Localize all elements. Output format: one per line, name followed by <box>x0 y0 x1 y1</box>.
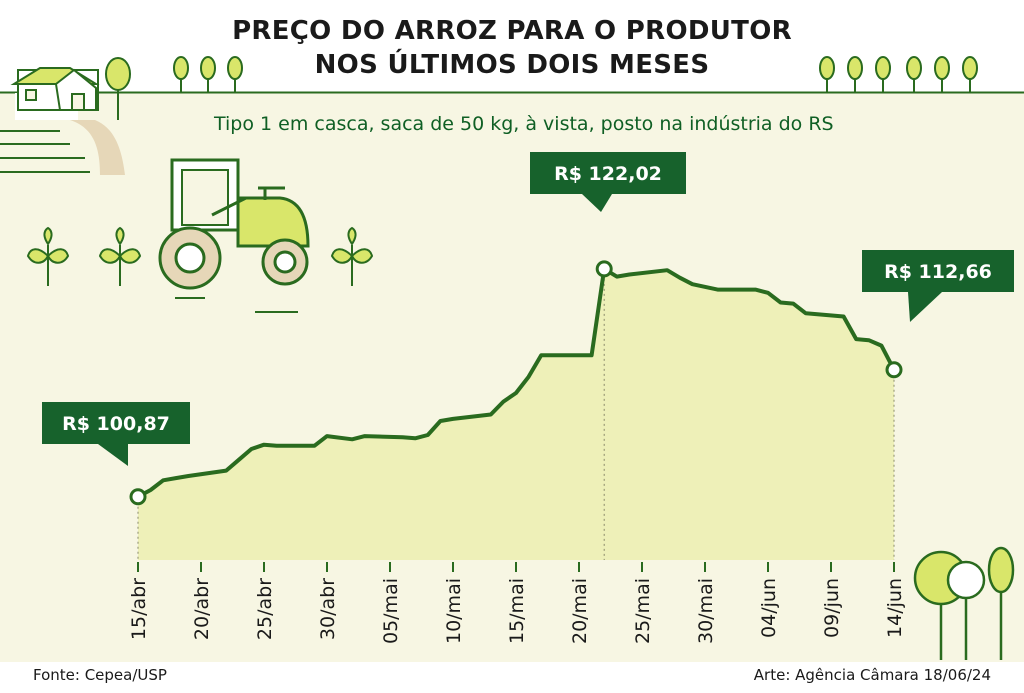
callout-label: R$ 122,02 <box>554 163 662 185</box>
farmhouse-icon <box>0 67 125 175</box>
point-marker <box>595 260 613 278</box>
callout-label: R$ 112,66 <box>884 261 992 283</box>
callout-label: R$ 100,87 <box>62 413 170 435</box>
x-tick-label: 09/jun <box>821 578 843 638</box>
x-tick-label: 25/abr <box>254 578 276 640</box>
x-tick-label: 30/mai <box>695 578 717 644</box>
value-callout: R$ 122,02 <box>530 152 686 212</box>
x-tick-label: 20/abr <box>191 578 213 640</box>
area-layer <box>138 268 894 560</box>
footer-credit: Arte: Agência Câmara 18/06/24 <box>753 666 991 684</box>
area-fill <box>138 268 894 560</box>
x-tick-label: 30/abr <box>317 578 339 640</box>
footer: Fonte: Cepea/USP Arte: Agência Câmara 18… <box>0 662 1024 693</box>
x-tick-label: 15/mai <box>506 578 528 644</box>
x-tick-label: 05/mai <box>380 578 402 644</box>
chart-title-line-2: NOS ÚLTIMOS DOIS MESES <box>314 50 710 80</box>
x-tick-label: 04/jun <box>758 578 780 638</box>
chart-title-line-1: PREÇO DO ARROZ PARA O PRODUTOR <box>232 16 792 46</box>
chart-subtitle: Tipo 1 em casca, saca de 50 kg, à vista,… <box>214 113 834 135</box>
point-marker <box>885 361 903 379</box>
drop-lines <box>137 268 895 560</box>
tree-icon <box>105 56 978 120</box>
x-axis: 15/abr 20/abr 25/abr 30/abr 05/mai 10/mai 15/m… <box>128 562 906 644</box>
markers <box>129 260 903 506</box>
sprout-icon <box>26 226 374 286</box>
value-callout: R$ 100,87 <box>42 402 190 466</box>
callouts: R$ 100,87 R$ 122,02 R$ 112,66 <box>42 152 1014 466</box>
footer-source: Fonte: Cepea/USP <box>33 666 167 684</box>
line-layer <box>137 266 896 499</box>
x-tick-label: 10/mai <box>443 578 465 644</box>
series-line <box>137 266 896 499</box>
x-tick-label: 20/mai <box>569 578 591 644</box>
value-callout: R$ 112,66 <box>862 250 1014 322</box>
x-tick-label: 14/jun <box>884 578 906 638</box>
tractor-icon <box>158 158 310 313</box>
tree-icon <box>913 546 1015 660</box>
x-tick-label: 25/mai <box>632 578 654 644</box>
x-tick-label: 15/abr <box>128 578 150 640</box>
point-marker <box>129 488 147 506</box>
